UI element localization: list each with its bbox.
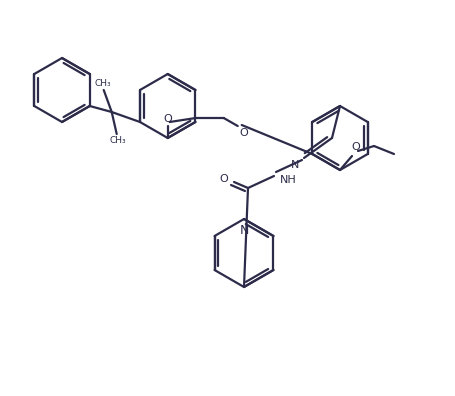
Text: O: O	[163, 114, 172, 124]
Text: CH₃: CH₃	[109, 136, 126, 145]
Text: O: O	[239, 128, 248, 138]
Text: O: O	[219, 174, 228, 184]
Text: O: O	[352, 142, 360, 152]
Text: CH₃: CH₃	[94, 79, 111, 88]
Text: N: N	[291, 160, 299, 170]
Text: N: N	[239, 224, 249, 237]
Text: NH: NH	[280, 175, 297, 185]
